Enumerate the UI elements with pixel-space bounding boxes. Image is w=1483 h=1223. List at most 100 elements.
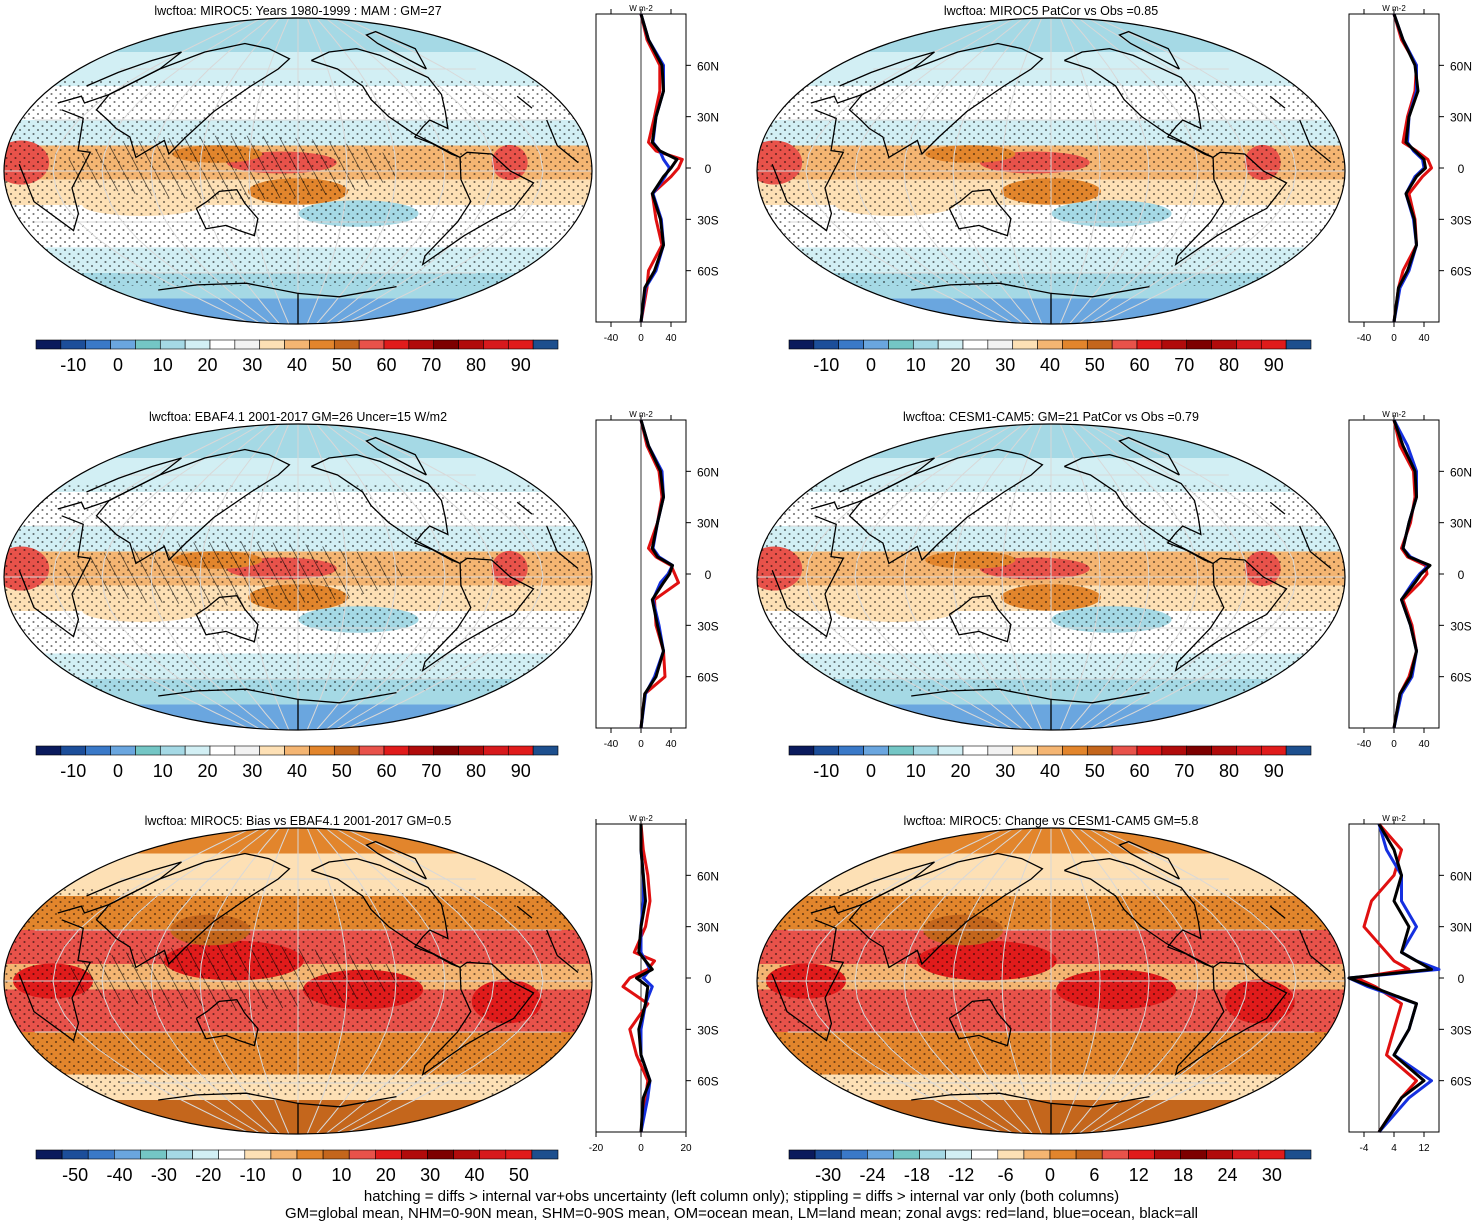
zonal-series-land (639, 13, 684, 323)
colorbar-swatch (408, 339, 435, 350)
coastline-africa (556, 550, 579, 570)
map-border (756, 423, 1346, 731)
colorbar-swatch (333, 745, 360, 756)
coastline-africa (771, 919, 845, 1042)
colorbar-swatch (1186, 745, 1212, 756)
colorbar-swatch (937, 745, 964, 756)
colorbar-swatch (309, 339, 335, 350)
colorbar-swatch (893, 1149, 920, 1160)
colorbar-swatch (110, 745, 136, 756)
colorbar-label: 6 (1089, 1165, 1099, 1185)
colorbar-swatch (309, 745, 335, 756)
colorbar-label: 18 (1173, 1165, 1193, 1185)
coastline-greenland (1118, 840, 1180, 880)
coastline-africa (18, 919, 92, 1042)
colorbar-swatch (838, 745, 864, 756)
coastline-europe (810, 51, 935, 104)
coastline-samerica (421, 151, 535, 267)
zonal-xtick-label: -4 (1360, 1143, 1369, 1154)
zonal-mean-plot: W m-2 -40 0 40 60N 30N 0 30S 60S (1348, 4, 1472, 344)
colorbar-label: 0 (866, 355, 876, 375)
zonal-lat-label: 60S (697, 671, 718, 685)
colorbar-label: -18 (904, 1165, 930, 1185)
coastline-africa (556, 954, 579, 974)
colorbar-swatch (114, 1149, 141, 1160)
panel-title: lwcftoa: CESM1-CAM5: GM=21 PatCor vs Obs… (903, 410, 1199, 424)
map-border (756, 827, 1346, 1135)
colorbar-swatch (813, 745, 840, 756)
coastline-eurasia_east (848, 448, 1044, 565)
panel-2: lwcftoa: MIROC5 PatCor vs Obs =0.85 -10 0 1… (756, 4, 1472, 375)
colorbar-swatch (433, 745, 459, 756)
zonal-series-ocean (1392, 13, 1426, 323)
hatching-overlay (62, 135, 403, 200)
panel-title: lwcftoa: MIROC5: Bias vs EBAF4.1 2001-20… (145, 814, 452, 828)
zonal-lat-label: 60N (1450, 465, 1472, 479)
colorbar-label: -30 (815, 1165, 841, 1185)
colorbar-label: 30 (995, 355, 1015, 375)
colorbar-swatch (863, 745, 889, 756)
zonal-lat-label: 60S (697, 1075, 718, 1089)
panel-3: lwcftoa: EBAF4.1 2001-2017 GM=26 Uncer=1… (3, 410, 719, 781)
colorbar-label: -30 (151, 1165, 177, 1185)
colorbar-swatch (209, 339, 236, 350)
zonal-series-land (621, 823, 656, 1133)
colorbar-label: 90 (511, 355, 531, 375)
hatching-overlay (62, 541, 403, 606)
colorbar-label: -12 (948, 1165, 974, 1185)
colorbar-swatch (971, 1149, 999, 1160)
colorbar-label: 20 (950, 355, 970, 375)
zonal-lat-label: 60S (1450, 1075, 1471, 1089)
colorbar-swatch (1136, 745, 1163, 756)
coastline-namerica (311, 857, 461, 969)
zonal-units: W m-2 (1382, 4, 1406, 13)
map-band (757, 298, 1345, 324)
footer-line-1: hatching = diffs > internal var+obs unce… (363, 1188, 1120, 1205)
colorbar-swatch (1211, 339, 1237, 350)
zonal-units: W m-2 (1382, 814, 1406, 823)
zonal-series-all (639, 419, 674, 729)
coastline-samerica (1174, 557, 1288, 673)
zonal-mean-plot: W m-2 -40 0 40 60N 30N 0 30S 60S (595, 4, 719, 344)
map-border (3, 17, 593, 325)
colorbar-swatch (919, 1149, 946, 1160)
colorbar-swatch (383, 745, 410, 756)
colorbar-label: 80 (466, 761, 486, 781)
map-band (757, 1100, 1345, 1134)
coastline-africa (1309, 954, 1332, 974)
colorbar-swatch (427, 1149, 454, 1160)
zonal-mean-plot: W m-2 -40 0 40 60N 30N 0 30S 60S (1348, 410, 1472, 750)
colorbar-swatch (1211, 745, 1237, 756)
colorbar-label: -50 (62, 1165, 88, 1185)
coastline-namerica (1064, 453, 1214, 565)
zonal-xtick-label: -40 (604, 739, 619, 750)
coastline-africa (1309, 550, 1332, 570)
coastline-namerica (1064, 47, 1214, 159)
colorbar-swatch (1111, 339, 1138, 350)
coastline-australia (195, 189, 259, 237)
colorbar-swatch (1236, 745, 1262, 756)
coastline-antarctica (158, 1092, 299, 1134)
coastline-namerica (1064, 857, 1214, 969)
zonal-lat-label: 30S (1450, 213, 1471, 227)
zonal-series-ocean (639, 13, 671, 323)
coastline-africa (771, 515, 845, 638)
colorbar-swatch (838, 339, 864, 350)
coastline-africa (1299, 929, 1311, 956)
colorbar-label: -10 (240, 1165, 266, 1185)
colorbar-label: -40 (107, 1165, 133, 1185)
coastline-namerica (311, 47, 461, 159)
colorbar-swatch (244, 1149, 272, 1160)
colorbar-label: 0 (866, 761, 876, 781)
zonal-lat-label: 60N (1450, 869, 1472, 883)
colorbar-swatch (483, 745, 509, 756)
zonal-xtick-label: 40 (665, 739, 677, 750)
coastline-australia (948, 595, 1012, 643)
colorbar-swatch (110, 339, 136, 350)
colorbar-label: 10 (153, 761, 173, 781)
zonal-lat-label: 30S (1450, 619, 1471, 633)
colorbar-swatch (507, 339, 534, 350)
zonal-lat-label: 0 (1458, 162, 1465, 176)
colorbar-label: 60 (1129, 761, 1149, 781)
zonal-xtick-label: 40 (1418, 739, 1430, 750)
